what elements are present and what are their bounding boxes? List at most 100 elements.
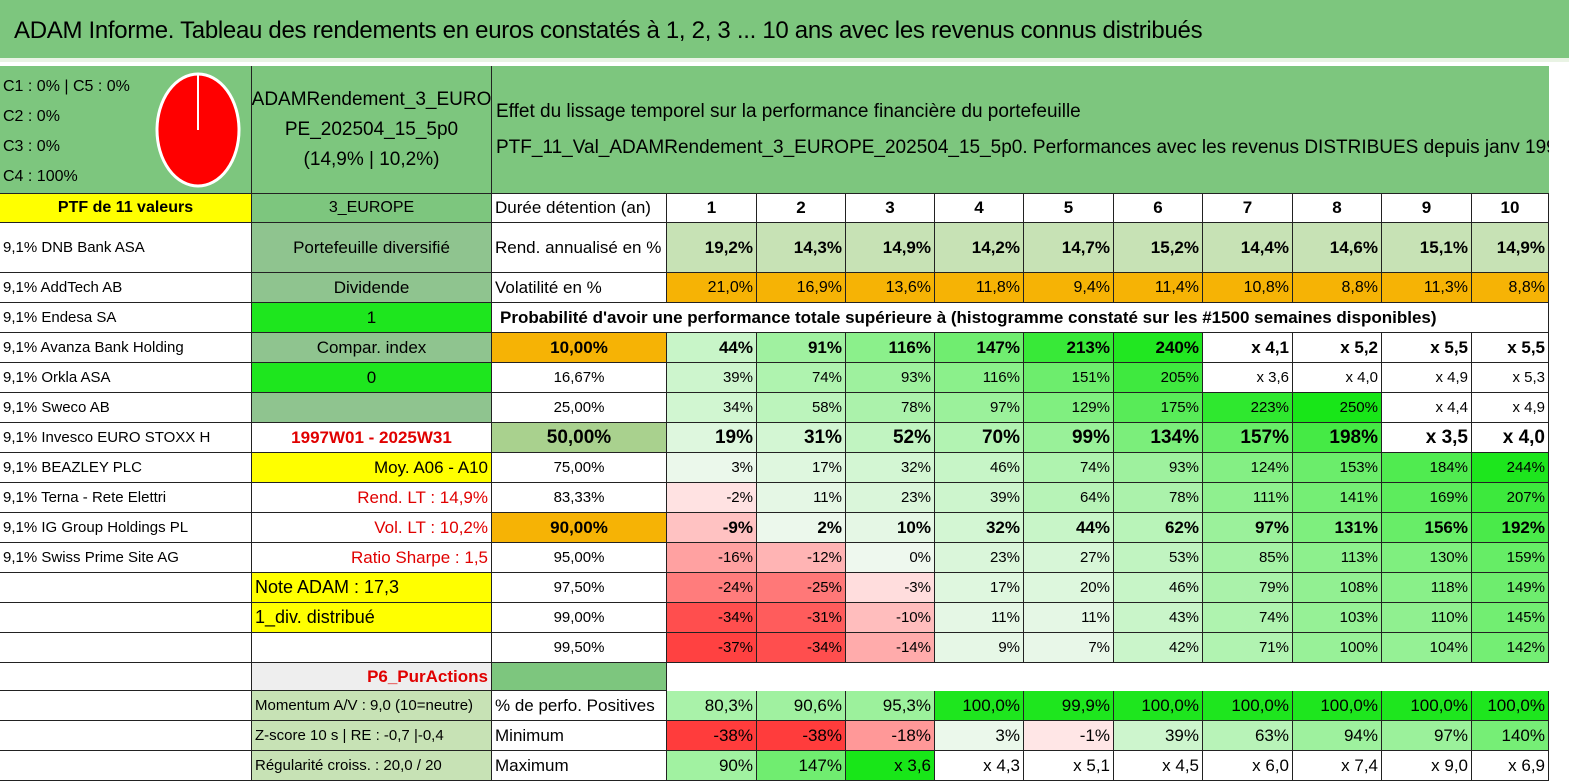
composition-pie-chart: [155, 72, 241, 188]
probability-cell: -16%: [667, 543, 757, 573]
probability-cell: 11%: [1024, 603, 1114, 633]
vol-cell: 8,8%: [1472, 273, 1549, 303]
holding-row: 9,1% BEAZLEY PLC: [0, 453, 252, 483]
max-cell: x 3,6: [846, 751, 935, 781]
probability-cell: 169%: [1382, 483, 1472, 513]
empty-cell: [667, 663, 1549, 691]
empty-cell: [0, 751, 252, 781]
probability-label: 90,00%: [492, 513, 667, 543]
max-cell: x 4,3: [935, 751, 1024, 781]
duration-cell: 1: [667, 194, 757, 223]
max-cell: x 7,4: [1293, 751, 1382, 781]
probability-cell: x 4,9: [1382, 363, 1472, 393]
probability-cell: 32%: [846, 453, 935, 483]
min-cell: 39%: [1114, 721, 1203, 751]
compar-label-cell: Compar. index: [252, 333, 492, 363]
probability-cell: -37%: [667, 633, 757, 663]
holding-row: 9,1% Sweco AB: [0, 393, 252, 423]
pos-cell: 100,0%: [1293, 691, 1382, 721]
duration-cell: 10: [1472, 194, 1549, 223]
probability-cell: 52%: [846, 423, 935, 453]
holding-row: 9,1% Avanza Bank Holding: [0, 333, 252, 363]
probability-cell: 131%: [1293, 513, 1382, 543]
max-cell: x 4,5: [1114, 751, 1203, 781]
probability-cell: x 4,0: [1472, 423, 1549, 453]
probability-label: 16,67%: [492, 363, 667, 393]
pos-cell: 100,0%: [1203, 691, 1293, 721]
probability-label: 83,33%: [492, 483, 667, 513]
pos-cell: 95,3%: [846, 691, 935, 721]
portfolio-code: 3_EUROPE: [252, 194, 492, 223]
probability-cell: -14%: [846, 633, 935, 663]
probability-cell: 153%: [1293, 453, 1382, 483]
fund-perf: (14,9% | 10,2%): [303, 148, 440, 170]
holding-row: 9,1% Invesco EURO STOXX H: [0, 423, 252, 453]
probability-cell: 184%: [1382, 453, 1472, 483]
rend-cell: 19,2%: [667, 223, 757, 273]
probability-cell: 113%: [1293, 543, 1382, 573]
probability-cell: 11%: [935, 603, 1024, 633]
probability-cell: 78%: [1114, 483, 1203, 513]
composition-panel: C1 : 0% | C5 : 0% C2 : 0% C3 : 0% C4 : 1…: [0, 66, 252, 194]
probability-cell: -34%: [757, 633, 846, 663]
fund-name-line2: PE_202504_15_5p0: [284, 118, 459, 140]
rend-cell: 14,4%: [1203, 223, 1293, 273]
max-cell: x 9,0: [1382, 751, 1472, 781]
empty-cell: [1472, 303, 1549, 333]
min-cell: 97%: [1382, 721, 1472, 751]
composition-line: C1 : 0% | C5 : 0%: [3, 78, 130, 95]
vol-lt-cell: Vol. LT : 10,2%: [252, 513, 492, 543]
probability-cell: 223%: [1203, 393, 1293, 423]
probability-cell: x 5,3: [1472, 363, 1549, 393]
duration-cell: 6: [1114, 194, 1203, 223]
probability-cell: 104%: [1382, 633, 1472, 663]
probability-label: 95,00%: [492, 543, 667, 573]
probability-label: 75,00%: [492, 453, 667, 483]
probability-label: 50,00%: [492, 423, 667, 453]
max-cell: x 6,0: [1203, 751, 1293, 781]
probability-cell: 198%: [1293, 423, 1382, 453]
probability-cell: x 5,5: [1382, 333, 1472, 363]
min-cell: -18%: [846, 721, 935, 751]
moy-cell: Moy. A06 - A10: [252, 453, 492, 483]
probability-cell: 93%: [846, 363, 935, 393]
min-cell: -38%: [757, 721, 846, 751]
vol-cell: 16,9%: [757, 273, 846, 303]
max-cell: 147%: [757, 751, 846, 781]
probability-cell: x 5,5: [1472, 333, 1549, 363]
probability-cell: 11%: [757, 483, 846, 513]
probability-cell: 99%: [1024, 423, 1114, 453]
empty-cell: [0, 603, 252, 633]
probability-cell: 62%: [1114, 513, 1203, 543]
p6-label: P6_PurActions: [252, 663, 492, 691]
probability-cell: x 5,2: [1293, 333, 1382, 363]
max-label: Maximum: [492, 751, 667, 781]
probability-cell: 34%: [667, 393, 757, 423]
holding-row: 9,1% Swiss Prime Site AG: [0, 543, 252, 573]
min-label: Minimum: [492, 721, 667, 751]
probability-cell: x 4,4: [1382, 393, 1472, 423]
vol-label: Volatilité en %: [492, 273, 667, 303]
probability-cell: 100%: [1293, 633, 1382, 663]
empty-cell: [252, 393, 492, 423]
probability-cell: 192%: [1472, 513, 1549, 543]
probability-cell: 129%: [1024, 393, 1114, 423]
probability-cell: 147%: [935, 333, 1024, 363]
probability-cell: 157%: [1203, 423, 1293, 453]
probability-cell: 0%: [846, 543, 935, 573]
duration-label: Durée détention (an): [492, 194, 667, 223]
dividend-value: 1: [252, 303, 492, 333]
probability-cell: 213%: [1024, 333, 1114, 363]
sharpe-cell: Ratio Sharpe : 1,5: [252, 543, 492, 573]
holding-row: 9,1% Terna - Rete Elettri: [0, 483, 252, 513]
probability-cell: 116%: [846, 333, 935, 363]
regularite-label: Régularité croiss. : 20,0 / 20: [252, 751, 492, 781]
probability-cell: 142%: [1472, 633, 1549, 663]
probability-cell: 108%: [1293, 573, 1382, 603]
pos-cell: 99,9%: [1024, 691, 1114, 721]
probability-cell: 10%: [846, 513, 935, 543]
composition-line: C3 : 0%: [3, 138, 60, 155]
rend-cell: 14,7%: [1024, 223, 1114, 273]
probability-cell: 78%: [846, 393, 935, 423]
probability-cell: 85%: [1203, 543, 1293, 573]
